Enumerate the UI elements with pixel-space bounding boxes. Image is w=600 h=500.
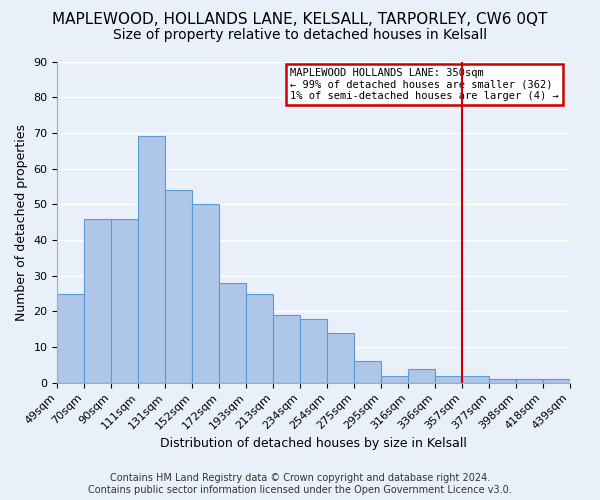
Bar <box>435 376 462 383</box>
Text: Size of property relative to detached houses in Kelsall: Size of property relative to detached ho… <box>113 28 487 42</box>
Bar <box>327 333 354 383</box>
Bar <box>462 376 489 383</box>
Bar <box>85 218 112 383</box>
Bar <box>300 318 327 383</box>
Bar <box>246 294 273 383</box>
Bar <box>112 218 138 383</box>
Y-axis label: Number of detached properties: Number of detached properties <box>15 124 28 320</box>
Bar <box>408 368 435 383</box>
Text: Contains HM Land Registry data © Crown copyright and database right 2024.
Contai: Contains HM Land Registry data © Crown c… <box>88 474 512 495</box>
Bar <box>138 136 165 383</box>
X-axis label: Distribution of detached houses by size in Kelsall: Distribution of detached houses by size … <box>160 437 467 450</box>
Bar <box>58 294 85 383</box>
Bar <box>192 204 219 383</box>
Bar <box>165 190 192 383</box>
Bar <box>273 315 300 383</box>
Bar <box>543 380 569 383</box>
Bar <box>516 380 543 383</box>
Bar <box>489 380 516 383</box>
Text: MAPLEWOOD HOLLANDS LANE: 350sqm
← 99% of detached houses are smaller (362)
1% of: MAPLEWOOD HOLLANDS LANE: 350sqm ← 99% of… <box>290 68 559 101</box>
Bar <box>381 376 408 383</box>
Text: MAPLEWOOD, HOLLANDS LANE, KELSALL, TARPORLEY, CW6 0QT: MAPLEWOOD, HOLLANDS LANE, KELSALL, TARPO… <box>52 12 548 28</box>
Bar <box>354 362 381 383</box>
Bar <box>219 283 246 383</box>
